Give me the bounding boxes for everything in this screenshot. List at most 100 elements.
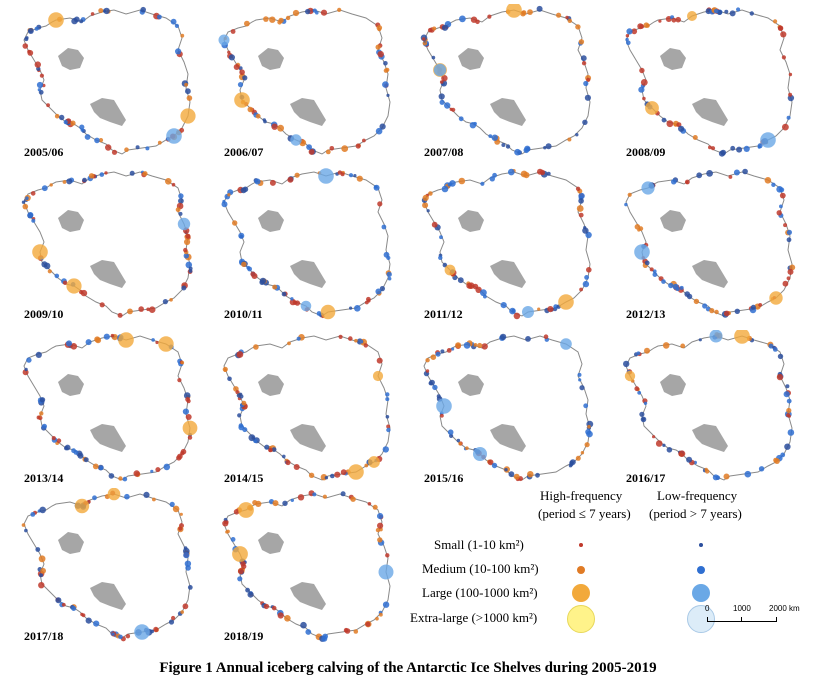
legend-symbol-high-large: [572, 584, 590, 602]
calving-event-dot: [129, 170, 135, 176]
calving-event-dot: [169, 298, 173, 302]
calving-event-dot: [375, 616, 379, 621]
panel-year-label: 2010/11: [224, 307, 263, 321]
calving-event-dot: [39, 506, 46, 514]
calving-event-dot: [386, 427, 391, 433]
calving-event-large: [218, 34, 230, 46]
calving-event-dot: [712, 474, 719, 481]
calving-event-dot: [556, 12, 562, 18]
calving-event-dot: [643, 22, 650, 29]
calving-event-dot: [85, 617, 92, 624]
calving-event-dot: [580, 55, 587, 62]
calving-event-dot: [422, 202, 429, 209]
calving-event-dot: [237, 568, 244, 575]
calving-event-dot: [338, 334, 343, 339]
calving-event-dot: [223, 368, 227, 372]
calving-event-dot: [290, 498, 294, 502]
ross-ice-shelf: [90, 98, 126, 126]
calving-event-dot: [85, 339, 92, 346]
calving-event-dot: [184, 238, 191, 246]
antarctica-map: [423, 333, 594, 482]
calving-event-dot: [35, 351, 42, 358]
calving-event-dot: [458, 177, 466, 185]
calving-event-large: [558, 294, 574, 310]
calving-event-dot: [728, 175, 733, 179]
calving-event-dot: [788, 72, 793, 77]
calving-event-dot: [786, 407, 792, 414]
calving-event-dot: [145, 146, 150, 151]
calving-event-dot: [281, 291, 287, 297]
calving-event-dot: [637, 390, 642, 395]
panel-year-label: 2016/17: [626, 471, 666, 485]
calving-event-dot: [263, 16, 269, 22]
calving-event-dot: [456, 438, 461, 443]
ronne-ice-shelf: [58, 48, 84, 70]
map-panel: 2016/17: [612, 330, 812, 494]
ronne-ice-shelf: [258, 532, 284, 554]
coastline: [23, 171, 191, 317]
ross-ice-shelf: [290, 98, 326, 126]
calving-event-dot: [253, 344, 259, 350]
calving-event-large: [645, 101, 659, 115]
calving-event-dot: [692, 135, 698, 140]
calving-event-dot: [92, 463, 99, 470]
calving-event-dot: [277, 124, 284, 132]
calving-event-dot: [672, 283, 679, 290]
calving-event-dot: [743, 145, 750, 152]
calving-event-dot: [27, 28, 34, 34]
calving-event-dot: [440, 413, 444, 418]
calving-event-dot: [787, 429, 795, 436]
calving-event-dot: [579, 385, 585, 391]
calving-event-dot: [779, 192, 786, 199]
calving-event-dot: [148, 306, 156, 313]
calving-event-dot: [576, 205, 584, 212]
calving-event-dot: [432, 384, 438, 391]
calving-event-dot: [523, 147, 530, 154]
calving-event-dot: [305, 8, 311, 15]
calving-event-dot: [382, 601, 390, 608]
calving-event-dot: [151, 338, 155, 342]
calving-event-dot: [521, 10, 527, 16]
calving-event-dot: [586, 267, 592, 273]
calving-event-dot: [263, 603, 270, 610]
calving-event-dot: [525, 336, 531, 342]
calving-event-dot: [305, 629, 312, 635]
calving-event-dot: [155, 340, 159, 345]
calving-event-dot: [25, 196, 29, 200]
panel-year-label: 2005/06: [24, 145, 64, 159]
calving-event-dot: [34, 26, 39, 31]
calving-event-dot: [240, 561, 246, 567]
calving-event-dot: [491, 462, 498, 469]
calving-event-large: [368, 456, 380, 468]
calving-event-dot: [232, 220, 238, 226]
calving-event-dot: [254, 178, 261, 185]
calving-event-dot: [649, 267, 654, 272]
calving-event-dot: [575, 24, 581, 30]
calving-event-dot: [757, 143, 763, 149]
calving-event-dot: [636, 351, 641, 355]
calving-event-dot: [466, 282, 473, 289]
scale-bar-line: [707, 617, 777, 622]
coastline: [23, 335, 191, 481]
calving-event-large: [166, 128, 182, 144]
calving-event-dot: [782, 280, 789, 287]
antarctica-map: [221, 168, 392, 320]
calving-event-dot: [340, 491, 346, 497]
calving-event-dot: [658, 19, 662, 23]
calving-event-dot: [565, 15, 569, 20]
legend: High-frequency (period ≤ 7 years) Low-fr…: [400, 480, 800, 640]
calving-event-dot: [108, 473, 115, 479]
calving-event-dot: [272, 500, 279, 507]
calving-event-dot: [734, 308, 740, 314]
calving-event-dot: [377, 513, 384, 520]
calving-event-dot: [264, 444, 270, 450]
calving-event-dot: [272, 284, 278, 290]
map-panel: 2007/08: [410, 4, 610, 168]
calving-event-dot: [451, 347, 455, 351]
calving-event-dot: [586, 77, 591, 82]
coastline: [23, 9, 191, 155]
calving-event-dot: [344, 628, 351, 634]
calving-event-dot: [330, 473, 335, 479]
calving-event-dot: [773, 19, 778, 24]
map-panel: 2009/10: [10, 166, 210, 330]
